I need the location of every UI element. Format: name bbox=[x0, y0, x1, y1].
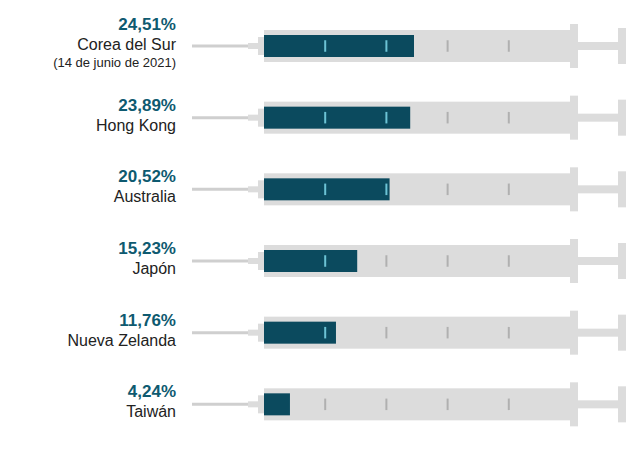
svg-text:Corea del Sur: Corea del Sur bbox=[77, 36, 176, 53]
svg-text:Hong Kong: Hong Kong bbox=[96, 117, 176, 134]
svg-text:Taiwán: Taiwán bbox=[126, 403, 176, 420]
svg-text:(14 de junio de 2021): (14 de junio de 2021) bbox=[53, 55, 176, 70]
svg-text:24,51%: 24,51% bbox=[118, 15, 176, 34]
svg-text:20,52%: 20,52% bbox=[118, 167, 176, 186]
svg-text:Australia: Australia bbox=[114, 188, 176, 205]
svg-text:15,23%: 15,23% bbox=[118, 239, 176, 258]
svg-text:4,24%: 4,24% bbox=[128, 382, 176, 401]
svg-text:Japón: Japón bbox=[132, 260, 176, 277]
svg-text:11,76%: 11,76% bbox=[119, 311, 176, 330]
svg-text:Nueva Zelanda: Nueva Zelanda bbox=[67, 332, 176, 349]
svg-text:23,89%: 23,89% bbox=[118, 96, 176, 115]
